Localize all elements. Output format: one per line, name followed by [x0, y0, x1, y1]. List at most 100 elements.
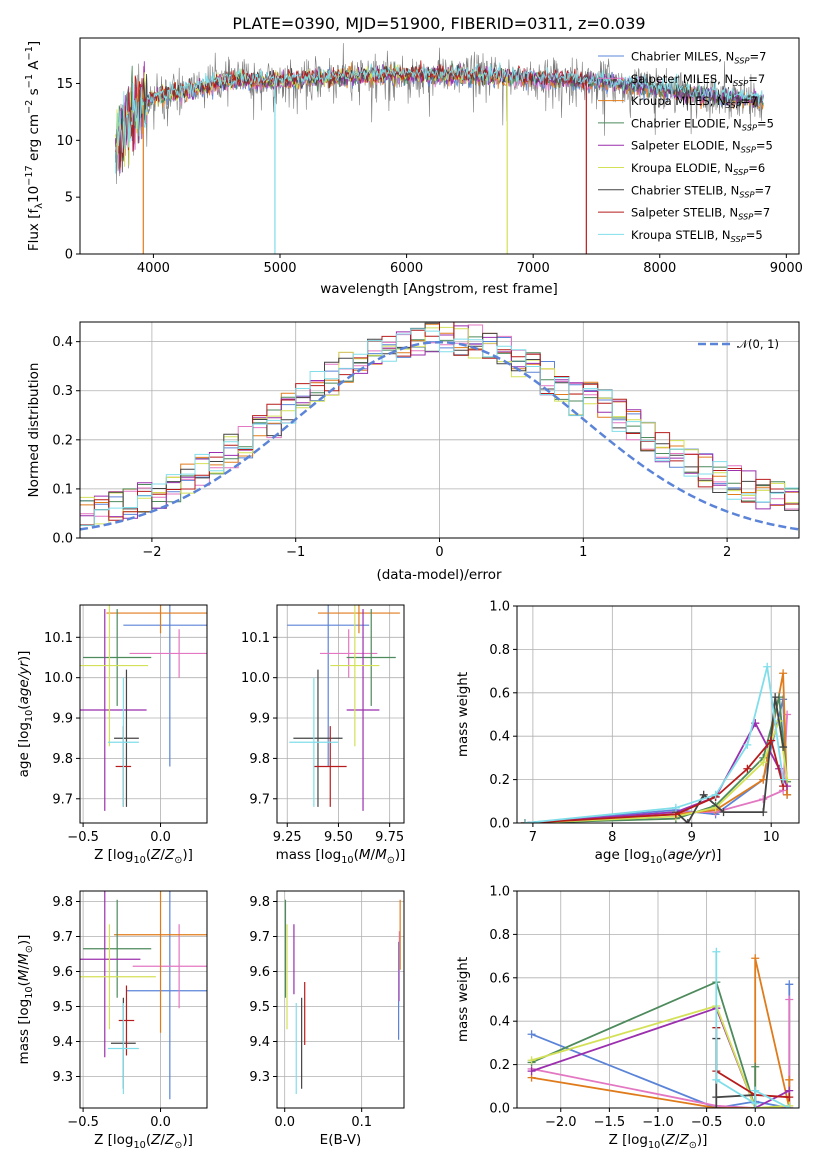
y-tick-label: 0.2 — [489, 1058, 510, 1073]
axes-frame — [79, 890, 208, 1109]
y-tick-label: 9.7 — [249, 792, 270, 807]
y-tick-label: 9.4 — [52, 1035, 73, 1050]
label-part: )] — [182, 1132, 193, 1148]
label-part: 10 — [341, 855, 353, 866]
y-tick-label: 0.2 — [52, 433, 73, 448]
y-tick-label: 9.4 — [249, 1035, 270, 1050]
weight-line-salpeter_stelib — [524, 738, 784, 823]
label-part: ( — [354, 847, 359, 863]
axes-frame — [79, 321, 800, 539]
axes-frame — [276, 890, 405, 1109]
x-tick-label: −1 — [286, 545, 305, 560]
weight-marker-kroupa_stelib — [785, 1104, 794, 1108]
weight-marker-chabrier_miles — [785, 980, 794, 989]
label-part: )] — [395, 847, 406, 863]
weight-marker-chabrier_stelib — [759, 808, 768, 817]
label-part: ( — [146, 847, 151, 863]
axes-age_vs_mass: 9.25 9.50 9.75 9.7 9.8 9.9 10.0 10.1 — [241, 604, 405, 845]
legend-label-part: Salpeter MILES, N — [631, 72, 733, 86]
legend-label-chabrier_stelib: Chabrier STELIB, NSSP=7 — [631, 183, 771, 199]
label-part: )] — [16, 651, 32, 662]
label-part: −1 — [24, 46, 35, 60]
y-tick-label: 9.3 — [52, 1070, 73, 1085]
y-tick-label: 10.1 — [241, 631, 270, 646]
label-part: 10 — [133, 1140, 145, 1151]
legend-label-chabrier_elodie: Chabrier ELODIE, NSSP=5 — [631, 116, 774, 132]
y-tick-label: 0.4 — [489, 1015, 510, 1030]
legend-label-part: SSP — [731, 234, 746, 244]
legend-label-salpeter_miles: Salpeter MILES, NSSP=7 — [631, 72, 765, 88]
x-tick-label: 5000 — [263, 261, 296, 276]
legend-label-part: SSP — [734, 56, 749, 66]
label-part: age [log — [16, 722, 32, 777]
label-part: age/yr — [668, 847, 713, 863]
normal-curve — [80, 340, 799, 531]
x-tick-label: 7000 — [517, 261, 550, 276]
x-tick-label: 8 — [608, 830, 616, 845]
y-tick-label: 9.6 — [52, 965, 73, 980]
x-tick-label: 7 — [529, 830, 537, 845]
legend-label-part: Chabrier STELIB, N — [631, 183, 739, 197]
label-part: / — [160, 847, 165, 863]
plot-area — [527, 947, 794, 1108]
axes-frame — [516, 890, 800, 1109]
legend-label-kroupa_miles: Kroupa MILES, NSSP=7 — [631, 94, 758, 110]
x-tick-label: 0.0 — [150, 1115, 171, 1130]
x-axis-label: mass [log10(M/M⊙)] — [276, 847, 406, 866]
plot-area — [80, 322, 799, 531]
legend-label-part: SSP — [739, 189, 754, 199]
weight-marker-kroupa_stelib — [712, 947, 721, 956]
label-part: / — [675, 1132, 680, 1148]
label-part: s — [26, 88, 42, 99]
x-tick-label: 2 — [723, 545, 731, 560]
weight-marker-salpeter_miles — [759, 795, 768, 804]
x-tick-label: 9.75 — [375, 830, 404, 845]
label-part: age/yr — [16, 660, 32, 705]
chart-title: PLATE=0390, MJD=51900, FIBERID=0311, z=0… — [232, 14, 645, 33]
label-part: / — [160, 1132, 165, 1148]
y-tick-label: 0.0 — [489, 817, 510, 832]
weight-marker-kroupa_elodie — [527, 1056, 536, 1065]
y-tick-label: 0.0 — [489, 1102, 510, 1117]
legend-label-part: SSP — [733, 167, 748, 177]
x-axis-label: wavelength [Angstrom, rest frame] — [320, 281, 558, 297]
label-part: Z — [150, 1132, 161, 1148]
label-part: mass [log — [276, 847, 342, 863]
legend-label-part: SSP — [742, 122, 757, 132]
weight-marker-kroupa_stelib — [712, 1075, 721, 1084]
y-tick-label: 9.5 — [249, 1000, 270, 1015]
legend-label-part: Chabrier ELODIE, N — [631, 116, 742, 130]
y-tick-label: 9.9 — [52, 712, 73, 727]
label-part: ] — [26, 41, 42, 46]
label-part: Z [log — [94, 847, 133, 863]
y-tick-label: 9.8 — [52, 752, 73, 767]
legend-label-part: SSP — [726, 100, 741, 110]
y-tick-label: 9.7 — [249, 930, 270, 945]
legend-label-part: Kroupa MILES, N — [631, 94, 726, 108]
axes-mass_vs_ebv: 0.0 0.1 9.3 9.4 9.5 9.6 9.7 9.8 — [249, 890, 405, 1130]
weight-marker-kroupa_miles — [783, 790, 792, 799]
label-part: )] — [711, 847, 722, 863]
y-axis-label: Normed distribution — [26, 363, 42, 498]
x-tick-label: 0.1 — [351, 1115, 372, 1130]
y-tick-label: 10.1 — [44, 631, 73, 646]
weight-marker-salpeter_elodie — [527, 1067, 536, 1076]
label-part: age [log — [595, 847, 650, 863]
weight-marker-salpeter_stelib — [785, 1093, 794, 1102]
axes-age_vs_Z: −0.5 0.0 9.7 9.8 9.9 10.0 10.1 — [44, 604, 208, 845]
label-part: Z — [150, 847, 161, 863]
x-axis-label: Z [log10(Z/Z⊙)] — [609, 1132, 708, 1151]
weight-marker-kroupa_stelib — [743, 740, 752, 749]
label-part: Z — [678, 1132, 689, 1148]
x-axis-label: (data-model)/error — [376, 567, 502, 583]
plot-area — [284, 899, 401, 1094]
plot-area — [520, 662, 792, 823]
legend-label-kroupa_elodie: Kroupa ELODIE, NSSP=6 — [631, 161, 765, 177]
y-tick-label: 0.6 — [489, 686, 510, 701]
legend-label-part: Kroupa STELIB, N — [631, 228, 731, 242]
x-tick-label: −1.0 — [642, 1115, 674, 1130]
label-part: ( — [146, 1132, 151, 1148]
x-tick-label: 9.50 — [324, 830, 353, 845]
x-tick-label: −2.0 — [545, 1115, 577, 1130]
